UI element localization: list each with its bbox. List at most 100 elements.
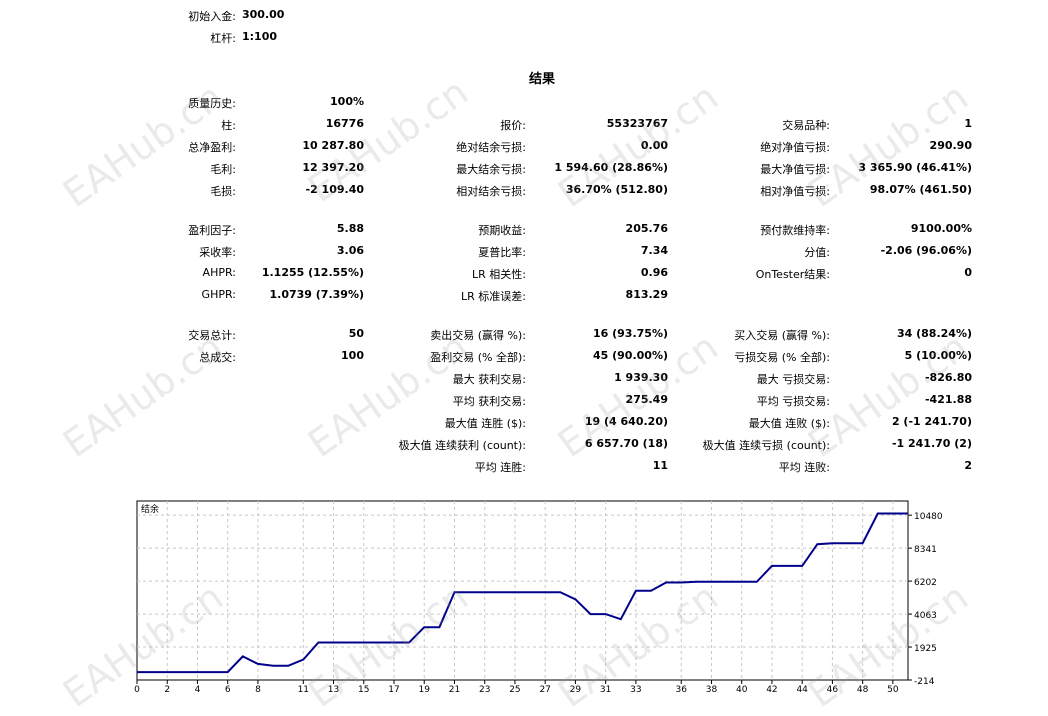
col2-value-9: 45 (90.00%) <box>592 349 668 362</box>
col2-value-5: 7.34 <box>640 244 668 257</box>
col1-value-10: 100 <box>341 349 364 362</box>
col3-value-4: 9100.00% <box>910 222 972 235</box>
y-tick-label: -214 <box>914 677 935 687</box>
col2-value-4: 205.76 <box>625 222 668 235</box>
col2-label-11: 平均 获利交易: <box>452 395 526 408</box>
col3-value-12: -1 241.70 (2) <box>891 437 972 450</box>
col1-label-2: 总净盈利: <box>188 141 236 154</box>
x-tick-label: 40 <box>736 685 748 695</box>
col3-value-2: 3 365.90 (46.41%) <box>858 161 972 174</box>
x-tick-label: 36 <box>676 685 688 695</box>
col2-label-0: 报价: <box>500 119 526 132</box>
x-tick-label: 19 <box>419 685 431 695</box>
chart-title: 结余 <box>141 503 159 515</box>
x-tick-label: 21 <box>449 685 460 695</box>
col3-label-7: 买入交易 (赢得 %): <box>734 329 830 342</box>
x-tick-label: 31 <box>600 685 611 695</box>
y-tick-label: 10480 <box>914 512 943 522</box>
x-tick-label: 29 <box>570 685 582 695</box>
col3-label-5: 分值: <box>804 246 830 259</box>
col3-value-6: 0 <box>964 266 972 279</box>
col1-label-8: GHPR: <box>201 288 236 301</box>
col3-label-11: 最大值 连败 ($): <box>748 417 830 430</box>
results-title: 结果 <box>528 72 555 87</box>
col3-value-5: -2.06 (96.06%) <box>880 244 972 257</box>
col3-value-9: -826.80 <box>924 371 972 384</box>
x-tick-label: 33 <box>630 685 641 695</box>
x-tick-label: 4 <box>195 685 201 695</box>
col1-label-0: 质量历史: <box>188 97 236 110</box>
col3-label-0: 交易品种: <box>782 119 830 132</box>
x-tick-label: 25 <box>509 685 520 695</box>
leverage-value: 1:100 <box>242 30 278 43</box>
col1-value-5: 5.88 <box>336 222 364 235</box>
col3-label-2: 最大净值亏损: <box>760 163 830 176</box>
col1-label-1: 柱: <box>221 119 236 132</box>
col2-value-0: 55323767 <box>606 117 668 130</box>
x-tick-label: 2 <box>164 685 170 695</box>
x-tick-label: 0 <box>134 685 140 695</box>
x-tick-label: 17 <box>388 685 399 695</box>
col3-value-10: -421.88 <box>924 393 972 406</box>
x-tick-label: 50 <box>887 685 899 695</box>
col2-label-13: 极大值 连续获利 (count): <box>398 439 526 452</box>
col3-value-1: 290.90 <box>929 139 972 152</box>
col2-label-12: 最大值 连胜 ($): <box>444 417 526 430</box>
x-tick-label: 6 <box>225 685 231 695</box>
col3-value-3: 98.07% (461.50) <box>869 183 972 196</box>
col2-value-1: 0.00 <box>640 139 668 152</box>
col3-label-12: 极大值 连续亏损 (count): <box>702 439 830 452</box>
col2-value-7: 813.29 <box>625 288 668 301</box>
x-tick-label: 44 <box>796 685 808 695</box>
col3-label-9: 最大 亏损交易: <box>756 373 830 386</box>
col2-label-10: 最大 获利交易: <box>452 373 526 386</box>
y-tick-label: 6202 <box>914 578 937 588</box>
col2-value-3: 36.70% (512.80) <box>565 183 668 196</box>
col2-label-6: LR 相关性: <box>472 268 526 281</box>
col2-value-12: 19 (4 640.20) <box>584 415 668 428</box>
col2-value-11: 275.49 <box>625 393 668 406</box>
col1-label-6: 采收率: <box>199 246 236 259</box>
balance-series-line <box>137 512 908 674</box>
x-tick-label: 8 <box>255 685 261 695</box>
col1-label-10: 总成交: <box>199 351 236 364</box>
col1-value-2: 10 287.80 <box>302 139 364 152</box>
initial-deposit-value: 300.00 <box>242 8 285 21</box>
col1-value-1: 16776 <box>325 117 364 130</box>
col3-value-0: 1 <box>964 117 972 130</box>
col3-label-4: 预付款维持率: <box>760 224 830 237</box>
col1-label-9: 交易总计: <box>188 329 236 342</box>
col2-label-2: 最大结余亏损: <box>456 163 526 176</box>
col1-value-6: 3.06 <box>336 244 364 257</box>
col2-value-8: 16 (93.75%) <box>592 327 668 340</box>
col1-value-0: 100% <box>330 95 364 108</box>
col2-label-1: 绝对结余亏损: <box>456 141 526 154</box>
x-tick-label: 13 <box>328 685 339 695</box>
col2-value-2: 1 594.60 (28.86%) <box>554 161 668 174</box>
col3-label-10: 平均 亏损交易: <box>756 395 830 408</box>
col2-label-7: LR 标准误差: <box>461 290 526 303</box>
x-tick-label: 11 <box>298 685 309 695</box>
y-tick-label: 4063 <box>914 611 937 621</box>
col2-label-4: 预期收益: <box>478 224 526 237</box>
col2-label-3: 相对结余亏损: <box>456 185 526 198</box>
plot-area <box>136 500 909 681</box>
y-tick-label: 8341 <box>914 545 937 555</box>
col2-label-9: 盈利交易 (% 全部): <box>430 351 526 364</box>
col2-value-6: 0.96 <box>640 266 668 279</box>
leverage-label: 杠杆: <box>210 32 236 45</box>
col1-value-9: 50 <box>348 327 364 340</box>
col1-value-7: 1.1255 (12.55%) <box>261 266 364 279</box>
x-tick-label: 46 <box>827 685 839 695</box>
initial-deposit-label: 初始入金: <box>188 10 236 23</box>
col1-label-3: 毛利: <box>210 163 236 176</box>
x-tick-label: 38 <box>706 685 718 695</box>
x-tick-label: 48 <box>857 685 869 695</box>
col2-label-14: 平均 连胜: <box>474 461 526 474</box>
col2-label-8: 卖出交易 (赢得 %): <box>430 329 526 342</box>
x-tick-label: 27 <box>539 685 550 695</box>
col2-value-13: 6 657.70 (18) <box>584 437 668 450</box>
col3-value-7: 34 (88.24%) <box>896 327 972 340</box>
col1-label-5: 盈利因子: <box>188 224 236 237</box>
